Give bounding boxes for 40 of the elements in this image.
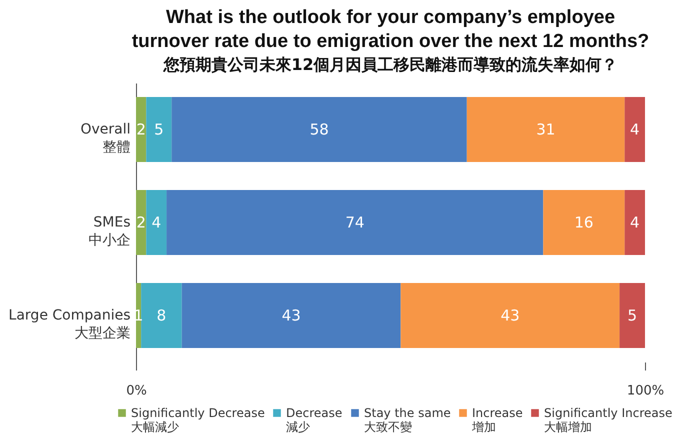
x-tick-label: 0% [126, 384, 147, 398]
data-label: 31 [536, 120, 556, 138]
y-tick-label: Overall 整體 [80, 122, 130, 156]
bar [146, 96, 172, 162]
y-tick-label: Large Companies 大型企業 [8, 308, 130, 342]
data-label: 4 [152, 214, 162, 232]
bar [166, 190, 544, 256]
bar [400, 282, 620, 348]
bar [146, 190, 167, 256]
bar [543, 190, 625, 256]
bar [624, 96, 645, 162]
chart-subtitle: 您預期貴公司未來12個月因員工移民離港而導致的流失率如何？ [162, 55, 618, 74]
bar [172, 96, 467, 162]
data-label: 2 [136, 120, 146, 138]
data-label: 5 [154, 120, 164, 138]
data-label: 4 [630, 214, 640, 232]
bar [624, 190, 645, 256]
data-label: 43 [500, 306, 520, 324]
data-label: 8 [156, 306, 166, 324]
bar [136, 190, 146, 256]
data-label: 43 [282, 306, 301, 324]
y-tick-label: SMEs 中小企 [88, 214, 130, 248]
legend-label: Significantly Increase 大幅增加 [544, 406, 672, 434]
bar [620, 282, 645, 348]
bar [182, 282, 401, 348]
bar [136, 96, 146, 162]
x-tick-label: 100% [626, 384, 664, 398]
data-label: 4 [630, 120, 640, 138]
data-label: 5 [628, 306, 638, 324]
legend-label: Significantly Decrease 大幅減少 [131, 406, 265, 434]
legend-label: Decrease 減少 [286, 406, 342, 434]
bar [141, 282, 182, 348]
chart-title: What is the outlook for your company’s employee turnover rate due to emigration over the next 12 months? [132, 7, 650, 52]
data-label: 16 [574, 214, 594, 232]
bar [466, 96, 625, 162]
legend-label: Increase 增加 [471, 406, 523, 434]
data-label: 2 [136, 214, 146, 232]
data-label: 58 [310, 120, 329, 138]
data-label: 74 [345, 214, 364, 232]
legend-label: Stay the same 大致不變 [364, 406, 451, 434]
